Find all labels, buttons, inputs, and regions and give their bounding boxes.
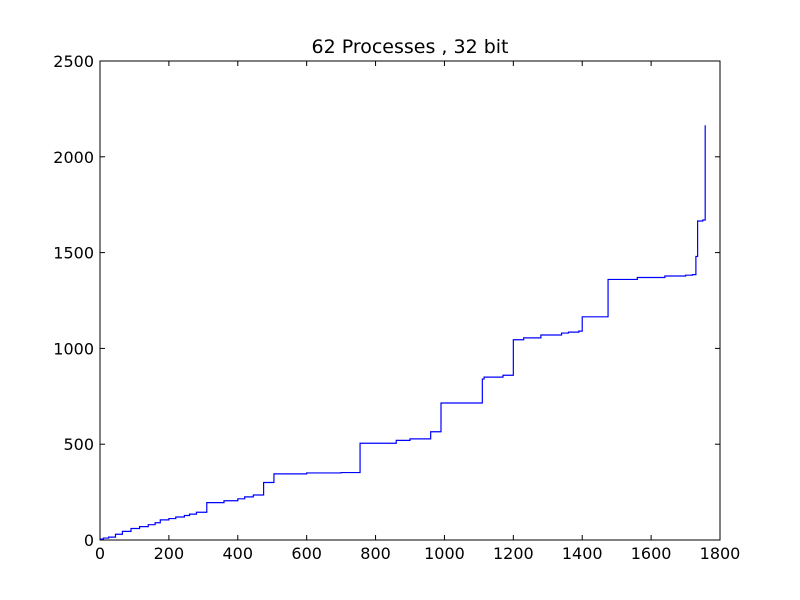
y-tick-label: 1000: [53, 339, 94, 358]
series-line-0: [100, 125, 706, 540]
x-tick-label: 200: [154, 544, 185, 563]
y-tick-label: 0: [84, 531, 94, 550]
series-layer: [100, 125, 706, 540]
x-tick-label: 1800: [700, 544, 741, 563]
plot-area: [99, 60, 721, 541]
x-tick-label: 0: [95, 544, 105, 563]
chart-title: 62 Processes , 32 bit: [311, 36, 508, 58]
y-tick-label: 1500: [53, 244, 94, 263]
y-tick-label: 2500: [53, 52, 94, 71]
x-tick-label: 1600: [631, 544, 672, 563]
x-tick-label: 600: [291, 544, 322, 563]
x-tick-label: 800: [360, 544, 391, 563]
y-tick-label: 2000: [53, 148, 94, 167]
x-tick-label: 400: [223, 544, 254, 563]
x-tick-label: 1200: [493, 544, 534, 563]
axis-ticks: 0 200 400 600 800 1000 1200 1400 1600 1800 0 500 100…: [53, 52, 740, 563]
x-tick-label: 1400: [562, 544, 603, 563]
x-tick-label: 1000: [424, 544, 465, 563]
y-tick-label: 500: [63, 435, 94, 454]
